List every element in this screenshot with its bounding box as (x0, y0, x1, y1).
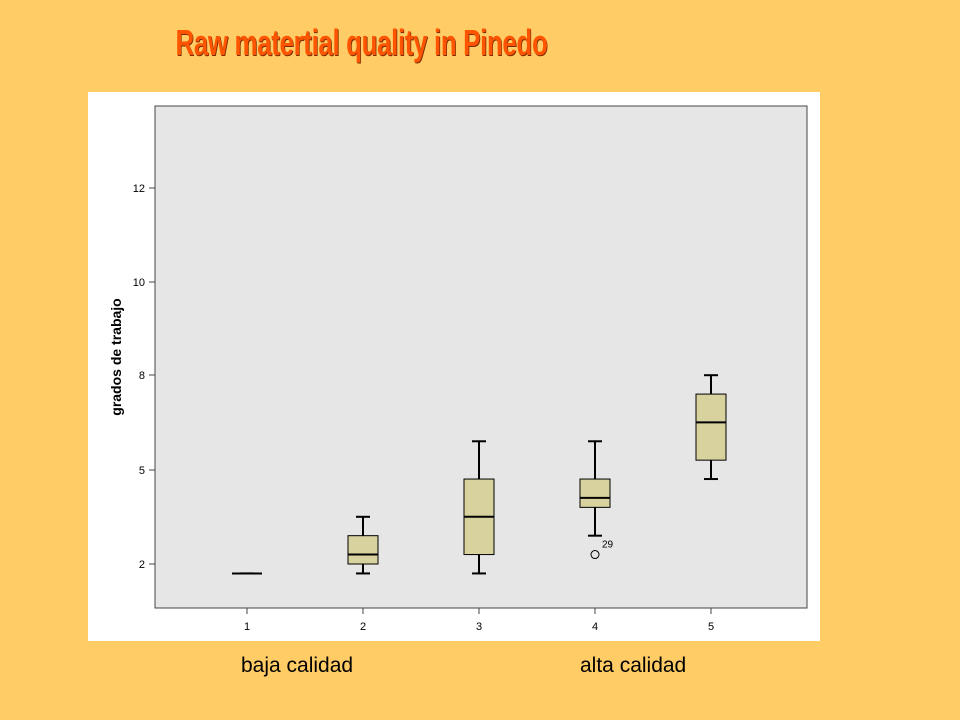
box-iqr (579, 478, 611, 508)
x-tick-label: 4 (592, 621, 598, 633)
x-tick-label: 2 (360, 621, 366, 633)
x-tick-label: 1 (244, 621, 250, 633)
footer-label-low-quality: baja calidad (241, 654, 354, 677)
y-axis-label: grados de trabajo (108, 298, 124, 415)
y-tick-label: 5 (139, 465, 145, 477)
boxes: 29 (232, 374, 727, 575)
outlier-label: 29 (602, 540, 614, 551)
box-group-5 (695, 374, 727, 481)
box-group-3 (463, 440, 495, 575)
box-iqr (695, 393, 727, 461)
footer-label-high-quality: alta calidad (580, 654, 687, 677)
x-tick-label: 3 (476, 621, 482, 633)
box-group-2 (347, 515, 379, 575)
x-tick-label: 5 (708, 621, 714, 633)
outlier-point (590, 550, 600, 560)
y-axis: 2 5 8 10 12 (133, 183, 155, 571)
y-tick-label: 12 (133, 183, 145, 195)
slide-title: Raw matertial quality in Pinedo (175, 22, 548, 63)
y-tick-label: 10 (133, 277, 145, 289)
box-iqr (347, 535, 379, 565)
y-tick-label: 2 (139, 559, 145, 571)
box-group-4: 29 (579, 440, 614, 560)
x-axis: 1 2 3 4 5 (244, 608, 714, 633)
y-tick-label: 8 (139, 370, 145, 382)
